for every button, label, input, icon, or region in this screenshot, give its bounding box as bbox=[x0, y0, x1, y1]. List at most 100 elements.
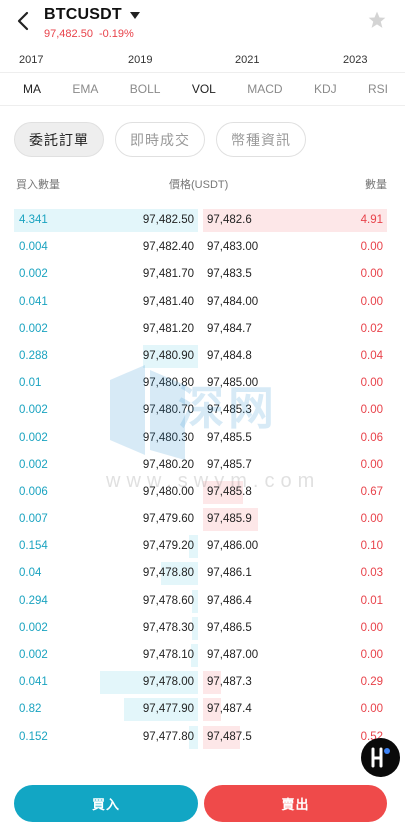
ask-quantity: 0.00 bbox=[360, 377, 383, 390]
order-book: 4.341 97,482.50 97,482.6 4.91 0.004 97,482.40… bbox=[0, 207, 405, 751]
bid-price: 97,480.00 bbox=[142, 485, 194, 498]
pair-selector[interactable]: BTCUSDT bbox=[44, 6, 140, 24]
ask-quantity: 0.03 bbox=[360, 567, 383, 580]
tab-ma[interactable]: MA bbox=[23, 82, 41, 96]
ask-quantity: 0.04 bbox=[360, 349, 383, 362]
bid-quantity: 0.288 bbox=[19, 349, 48, 362]
bid-depth-bar bbox=[14, 209, 198, 232]
order-book-row[interactable]: 0.002 97,478.30 97,486.5 0.00 bbox=[0, 615, 405, 642]
indicator-tabs: MA EMA BOLL VOL MACD KDJ RSI bbox=[0, 72, 405, 106]
ask-depth-bar bbox=[203, 508, 259, 532]
ask-quantity: 0.00 bbox=[360, 404, 383, 417]
bid-depth-bar bbox=[161, 562, 198, 586]
tab-kdj[interactable]: KDJ bbox=[313, 82, 337, 96]
order-book-row[interactable]: 0.154 97,479.20 97,486.00 0.10 bbox=[0, 533, 405, 560]
app-shortcut-badge[interactable] bbox=[361, 738, 400, 777]
order-book-row[interactable]: 4.341 97,482.50 97,482.6 4.91 bbox=[0, 207, 405, 234]
order-book-row[interactable]: 0.002 97,480.30 97,485.5 0.06 bbox=[0, 425, 405, 452]
order-book-row[interactable]: 0.004 97,482.40 97,483.00 0.00 bbox=[0, 234, 405, 261]
tab-rsi[interactable]: RSI bbox=[367, 82, 388, 96]
bid-quantity: 4.341 bbox=[19, 214, 48, 226]
bid-price: 97,480.30 bbox=[142, 431, 194, 444]
last-price: 97,482.50 bbox=[44, 28, 93, 40]
order-book-row[interactable]: 0.294 97,478.60 97,486.4 0.01 bbox=[0, 588, 405, 615]
column-header-bid-qty: 買入數量 bbox=[16, 179, 60, 191]
bid-quantity: 0.002 bbox=[19, 431, 48, 444]
ask-price: 97,484.8 bbox=[207, 349, 252, 362]
order-book-row[interactable]: 0.82 97,477.90 97,487.4 0.00 bbox=[0, 696, 405, 723]
ask-price: 97,485.00 bbox=[207, 377, 259, 390]
bid-price: 97,479.60 bbox=[142, 513, 194, 526]
bid-price: 97,480.70 bbox=[142, 404, 194, 417]
order-book-row[interactable]: 0.288 97,480.90 97,484.8 0.04 bbox=[0, 343, 405, 370]
year-label: 2021 bbox=[235, 54, 260, 66]
favorite-star-icon[interactable] bbox=[367, 10, 387, 30]
order-book-row[interactable]: 0.152 97,477.80 97,487.5 0.52 bbox=[0, 724, 405, 751]
bid-quantity: 0.01 bbox=[19, 377, 42, 390]
bid-price: 97,478.80 bbox=[142, 567, 194, 580]
ask-price: 97,482.6 bbox=[207, 214, 252, 226]
ask-depth-bar bbox=[203, 480, 244, 504]
bid-depth-bar bbox=[124, 698, 198, 722]
bid-price: 97,479.20 bbox=[142, 540, 194, 553]
tab-macd[interactable]: MACD bbox=[247, 82, 283, 96]
year-label: 2023 bbox=[343, 54, 368, 66]
ask-depth-bar bbox=[203, 209, 387, 232]
bid-depth-bar bbox=[188, 725, 198, 749]
ask-quantity: 0.10 bbox=[360, 540, 383, 553]
bid-price: 97,482.50 bbox=[142, 214, 194, 226]
year-axis: 2017 2019 2021 2023 bbox=[0, 54, 405, 70]
ask-depth-bar bbox=[203, 698, 222, 722]
bid-price: 97,477.90 bbox=[142, 703, 194, 716]
buy-button[interactable]: 買入 bbox=[14, 785, 198, 822]
bid-price: 97,480.20 bbox=[142, 458, 194, 471]
ask-price: 97,485.8 bbox=[207, 485, 252, 498]
tab-vol[interactable]: VOL bbox=[191, 82, 216, 96]
tab-ema[interactable]: EMA bbox=[72, 82, 99, 96]
order-book-row[interactable]: 0.01 97,480.80 97,485.00 0.00 bbox=[0, 370, 405, 397]
tab-coin-info[interactable]: 幣種資訊 bbox=[216, 122, 306, 157]
order-book-row[interactable]: 0.04 97,478.80 97,486.1 0.03 bbox=[0, 560, 405, 587]
order-book-row[interactable]: 0.007 97,479.60 97,485.9 0.00 bbox=[0, 506, 405, 533]
pair-name: BTCUSDT bbox=[44, 6, 122, 23]
bid-depth-bar bbox=[190, 644, 198, 667]
order-book-row[interactable]: 0.002 97,481.20 97,484.7 0.02 bbox=[0, 316, 405, 343]
bid-price: 97,478.30 bbox=[142, 621, 194, 634]
bid-price: 97,480.90 bbox=[142, 349, 194, 362]
bid-quantity: 0.002 bbox=[19, 322, 48, 335]
tab-boll[interactable]: BOLL bbox=[129, 82, 161, 96]
order-book-row[interactable]: 0.002 97,480.70 97,485.3 0.00 bbox=[0, 397, 405, 424]
back-arrow-icon[interactable] bbox=[14, 10, 32, 32]
ask-price: 97,485.5 bbox=[207, 431, 252, 444]
order-book-row[interactable]: 0.041 97,478.00 97,487.3 0.29 bbox=[0, 669, 405, 696]
sell-button[interactable]: 賣出 bbox=[204, 785, 387, 822]
order-book-row[interactable]: 0.002 97,480.20 97,485.7 0.00 bbox=[0, 452, 405, 479]
bid-price: 97,478.00 bbox=[142, 676, 194, 689]
order-book-row[interactable]: 0.041 97,481.40 97,484.00 0.00 bbox=[0, 289, 405, 316]
bid-quantity: 0.82 bbox=[19, 703, 42, 716]
bid-quantity: 0.006 bbox=[19, 485, 48, 498]
ask-price: 97,486.5 bbox=[207, 621, 252, 634]
ask-price: 97,486.00 bbox=[207, 540, 259, 553]
order-book-row[interactable]: 0.006 97,480.00 97,485.8 0.67 bbox=[0, 479, 405, 506]
tab-recent-trades[interactable]: 即時成交 bbox=[115, 122, 205, 157]
bid-depth-bar bbox=[188, 535, 198, 559]
tab-order-book[interactable]: 委託訂單 bbox=[14, 122, 104, 157]
year-label: 2019 bbox=[128, 54, 153, 66]
bid-quantity: 0.002 bbox=[19, 268, 48, 281]
header: BTCUSDT 97,482.50 -0.19% bbox=[0, 0, 405, 46]
ask-price: 97,485.3 bbox=[207, 404, 252, 417]
column-header-price: 價格(USDT) bbox=[169, 179, 229, 191]
column-header-ask-qty: 數量 bbox=[365, 179, 387, 191]
bid-price: 97,482.40 bbox=[142, 241, 194, 254]
section-tabs: 委託訂單 即時成交 幣種資訊 bbox=[14, 122, 306, 157]
price-change: -0.19% bbox=[98, 28, 134, 40]
ask-quantity: 0.00 bbox=[360, 458, 383, 471]
ask-price: 97,483.00 bbox=[207, 241, 259, 254]
order-book-row[interactable]: 0.002 97,481.70 97,483.5 0.00 bbox=[0, 261, 405, 288]
bid-quantity: 0.007 bbox=[19, 513, 48, 526]
ask-quantity: 0.29 bbox=[360, 676, 383, 689]
ask-price: 97,485.7 bbox=[207, 458, 252, 471]
order-book-row[interactable]: 0.002 97,478.10 97,487.00 0.00 bbox=[0, 642, 405, 669]
pair-title-block: BTCUSDT 97,482.50 -0.19% bbox=[44, 6, 140, 40]
